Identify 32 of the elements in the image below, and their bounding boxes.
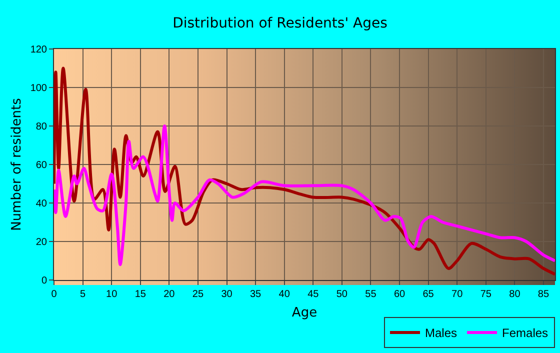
legend-label: Females bbox=[502, 326, 548, 340]
x-tick-label: 55 bbox=[365, 289, 377, 300]
y-tick-label: 60 bbox=[36, 160, 48, 171]
legend-label: Males bbox=[425, 326, 458, 340]
x-tick-label: 75 bbox=[480, 289, 492, 300]
chart-title: Distribution of Residents' Ages bbox=[172, 15, 388, 32]
y-tick-label: 20 bbox=[36, 237, 48, 248]
y-tick-label: 80 bbox=[36, 122, 48, 132]
x-tick-label: 40 bbox=[278, 289, 290, 300]
x-tick-label: 45 bbox=[308, 289, 320, 300]
y-axis-title: Number of residents bbox=[9, 98, 24, 231]
x-tick-label: 0 bbox=[51, 289, 58, 300]
x-axis-title: Age bbox=[292, 306, 318, 321]
y-tick-label: 0 bbox=[41, 276, 48, 286]
x-tick-label: 15 bbox=[134, 289, 146, 300]
y-tick-label: 100 bbox=[30, 83, 48, 94]
y-tick-label: 120 bbox=[30, 44, 48, 56]
line-series bbox=[54, 66, 555, 276]
x-tick-label: 30 bbox=[221, 289, 233, 300]
x-tick-label: 10 bbox=[106, 289, 118, 300]
x-tick-label: 60 bbox=[394, 289, 406, 300]
x-tick-label: 65 bbox=[422, 289, 434, 300]
line-series bbox=[54, 124, 555, 266]
x-tick-label: 25 bbox=[192, 289, 204, 300]
x-tick-label: 20 bbox=[164, 289, 176, 300]
x-tick-label: 85 bbox=[538, 289, 550, 300]
y-tick-label: 40 bbox=[36, 198, 48, 210]
x-tick-label: 5 bbox=[80, 289, 86, 300]
x-tick-label: 50 bbox=[336, 289, 348, 300]
x-tick-label: 70 bbox=[452, 289, 464, 300]
x-tick-label: 35 bbox=[250, 289, 262, 300]
x-tick-label: 80 bbox=[509, 289, 521, 300]
